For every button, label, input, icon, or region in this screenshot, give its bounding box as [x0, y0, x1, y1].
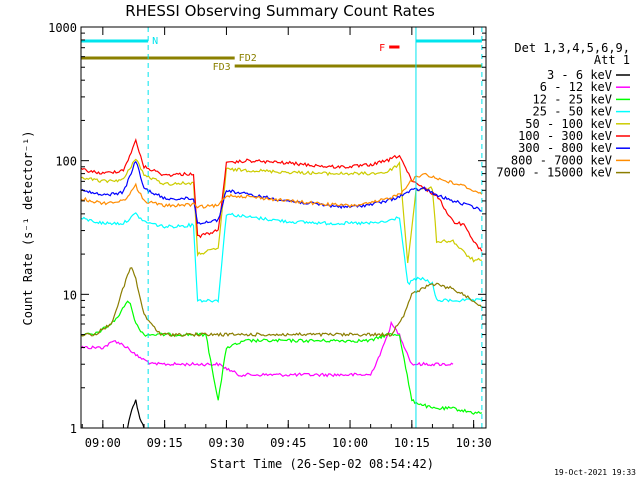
x-tick-label-1: 09:00: [85, 436, 121, 450]
legend-label-3: 12 - 25 keV: [533, 92, 612, 106]
y-tick-label-2: 10: [63, 288, 77, 302]
legend-label-5: 50 - 100 keV: [525, 117, 612, 131]
chart-title: RHESSI Observing Summary Count Rates: [125, 2, 435, 20]
flag-label-n: N: [152, 36, 158, 47]
footer-date: 19-Oct-2021 19:33: [554, 468, 636, 477]
x-tick-label-4: 09:45: [270, 436, 306, 450]
y-tick-label-3: 100: [55, 155, 77, 169]
legend-label-8: 800 - 7000 keV: [511, 153, 612, 167]
series-line-6: [80, 137, 483, 252]
x-tick-label-2: 09:15: [147, 436, 183, 450]
legend-header-1: Det 1,3,4,5,6,9,: [514, 41, 630, 55]
legend-label-2: 6 - 12 keV: [540, 80, 612, 94]
series-line-1: [127, 399, 145, 429]
legend-label-6: 100 - 300 keV: [518, 129, 612, 143]
flag-label-fd2: FD2: [239, 53, 257, 64]
series-line-2: [80, 320, 454, 378]
series-line-4: [80, 212, 483, 304]
series-line-8: [80, 172, 483, 209]
y-tick-label-1: 1: [70, 422, 77, 436]
legend-label-4: 25 - 50 keV: [533, 105, 612, 119]
legend-label-9: 7000 - 15000 keV: [496, 166, 612, 180]
y-axis-label: Count Rate (s⁻¹ detector⁻¹): [21, 130, 35, 325]
legend-header-2: Att 1: [594, 53, 630, 67]
x-tick-label-6: 10:15: [394, 436, 430, 450]
axes-layer: 09:00 09:15 09:30 09:45 10:00 10:15 10:30 1 10 10…: [48, 21, 492, 450]
x-axis-label: Start Time (26-Sep-02 08:54:42): [210, 457, 434, 471]
plot-frame: [80, 26, 487, 429]
legend-label-1: 3 - 6 keV: [547, 68, 612, 82]
x-tick-label-5: 10:00: [332, 436, 368, 450]
series-line-7: [80, 160, 482, 225]
x-tick-label-3: 09:30: [208, 436, 244, 450]
data-layer: N FD2 FD3 F: [80, 27, 483, 429]
legend-label-7: 300 - 800 keV: [518, 141, 612, 155]
flag-label-fd3: FD3: [213, 62, 231, 73]
y-tick-label-4: 1000: [48, 21, 77, 35]
series-line-5: [80, 158, 482, 264]
x-tick-label-7: 10:30: [456, 436, 492, 450]
flag-label-f: F: [379, 43, 385, 54]
